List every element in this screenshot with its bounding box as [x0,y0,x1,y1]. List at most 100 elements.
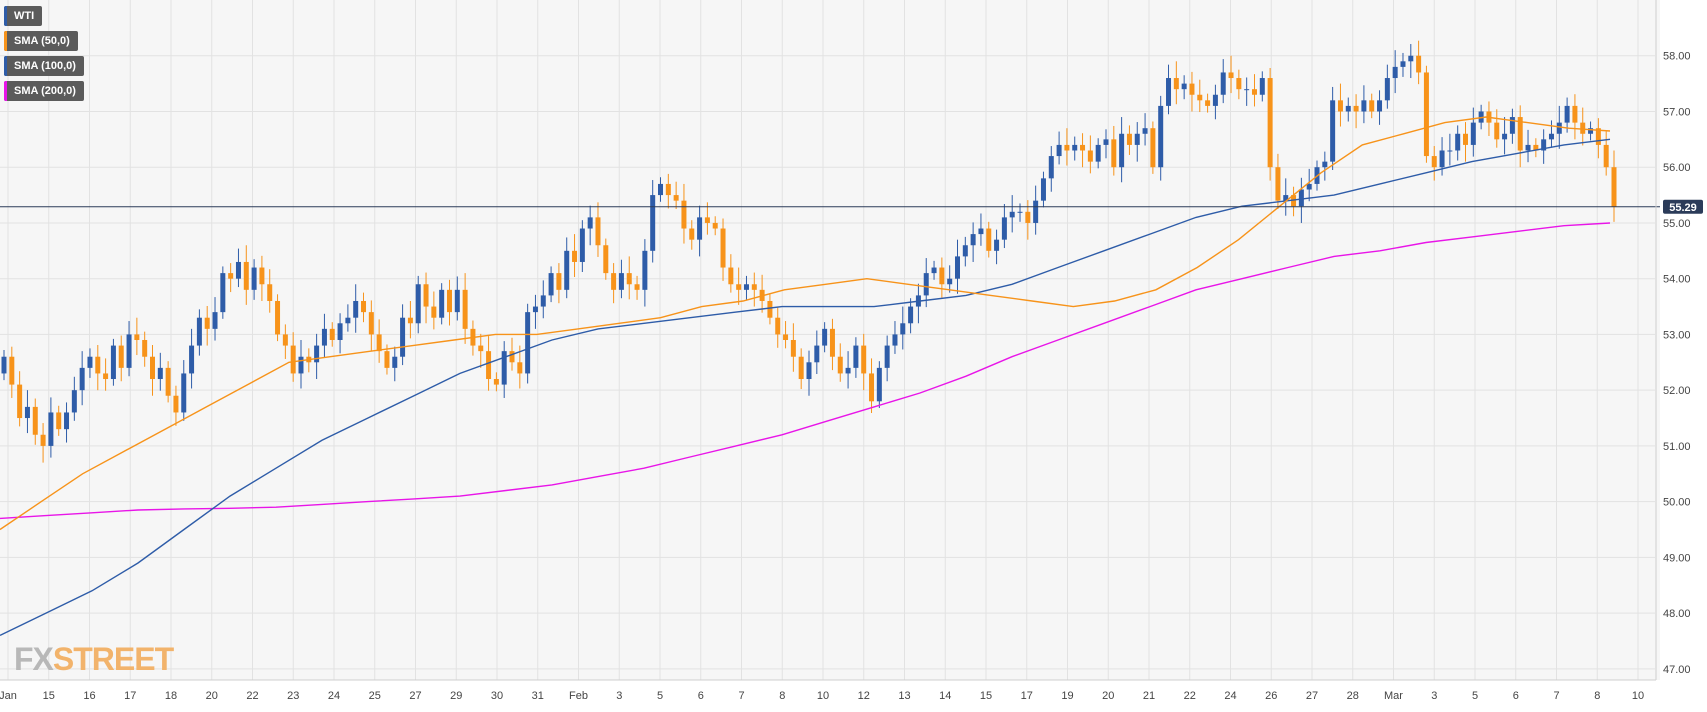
legend-label: SMA (100,0) [14,60,76,72]
candle-body [1502,133,1508,140]
candle-body [947,278,953,285]
candle-body [56,412,62,430]
x-tick-label: 19 [1061,690,1073,702]
x-tick-label: 15 [980,690,992,702]
candle-body [1236,78,1242,90]
candle-body [525,312,531,374]
candle-body [1111,139,1117,168]
candle-body [204,317,210,329]
candle-body [1048,156,1054,179]
candle-body [665,183,671,196]
y-tick-label: 56.00 [1663,162,1691,174]
x-tick-label: 17 [124,690,136,702]
candle-body [1322,161,1328,168]
candle-body [673,195,679,201]
candle-body [908,306,914,324]
candle-body [1001,217,1007,240]
candle-body [767,300,773,318]
candle-body [1259,78,1265,95]
x-tick-label: 21 [1143,690,1155,702]
candle-body [736,284,742,290]
candle-body [1431,156,1437,168]
x-tick-label: 20 [206,690,218,702]
sma200-line [0,222,1611,520]
legend-item-sma100[interactable]: SMA (100,0) [4,56,84,76]
candle-body [337,323,343,340]
candle-body [1595,128,1601,145]
candle-body [228,273,234,279]
x-tick-label: 8 [779,690,785,702]
candle-body [361,300,367,313]
x-tick-label: 29 [450,690,462,702]
candle-body [1244,89,1250,91]
candle-body [822,328,828,346]
x-tick-label: 28 [1347,690,1359,702]
candle-body [32,406,38,435]
x-tick-label: 14 [939,690,951,702]
candle-body [712,222,718,229]
candle-body [1033,200,1039,223]
legend: WTI SMA (50,0) SMA (100,0) SMA (200,0) [4,6,84,106]
candle-body [853,345,859,368]
legend-item-wti[interactable]: WTI [4,6,43,26]
legend-item-sma50[interactable]: SMA (50,0) [4,31,78,51]
legend-item-sma200[interactable]: SMA (200,0) [4,81,84,101]
candle-body [829,328,835,357]
x-tick-label: 13 [898,690,910,702]
candle-body [368,312,374,335]
x-tick-label: 24 [328,690,340,702]
y-tick-label: 49.00 [1663,552,1691,564]
candle-body [1080,144,1086,151]
y-tick-label: 58.00 [1663,51,1691,63]
legend-swatch [4,6,7,26]
candle-body [923,273,929,296]
y-tick-label: 51.00 [1663,441,1691,453]
candle-body [962,245,968,257]
sma50-line [0,116,1611,531]
sma100-line [0,138,1611,637]
candle-body [1447,150,1453,152]
candle-body [517,362,523,374]
candle-body [1072,144,1078,151]
candle-body [1541,139,1547,151]
x-tick-label: 15 [43,690,55,702]
fxstreet-logo: FXSTREET [14,641,174,678]
candle-body [298,356,304,374]
candle-body [1275,167,1281,201]
x-tick-label: 3 [1431,690,1437,702]
candle-body [1134,133,1140,145]
candle-body [579,228,585,262]
legend-swatch [4,81,7,101]
candle-body [462,289,468,329]
candle-body [423,284,429,307]
candle-body [1580,122,1586,134]
candle-body [634,284,640,290]
candle-body [48,412,54,446]
candle-body [540,295,546,307]
candle-body [1588,128,1594,134]
y-tick-label: 53.00 [1663,329,1691,341]
candle-body [1548,133,1554,140]
candle-body [189,345,195,374]
candle-body [611,273,617,290]
candle-body [845,367,851,374]
candle-body [212,312,218,329]
candle-body [1173,78,1179,90]
candle-body [118,345,124,368]
legend-swatch [4,56,7,76]
candle-body [603,245,609,274]
candle-body [1298,189,1304,207]
candle-body [900,323,906,335]
candle-body [243,261,249,290]
candle-body [509,351,515,363]
candle-body [1439,150,1445,168]
logo-fx: FX [14,641,54,677]
candle-body [1056,144,1062,157]
candle-body [1150,128,1156,168]
x-tick-label: 31 [532,690,544,702]
x-tick-label: 5 [1472,690,1478,702]
candle-body [1251,89,1257,95]
candle-body [1,356,7,374]
candle-body [126,334,132,368]
candle-body [1345,105,1351,112]
